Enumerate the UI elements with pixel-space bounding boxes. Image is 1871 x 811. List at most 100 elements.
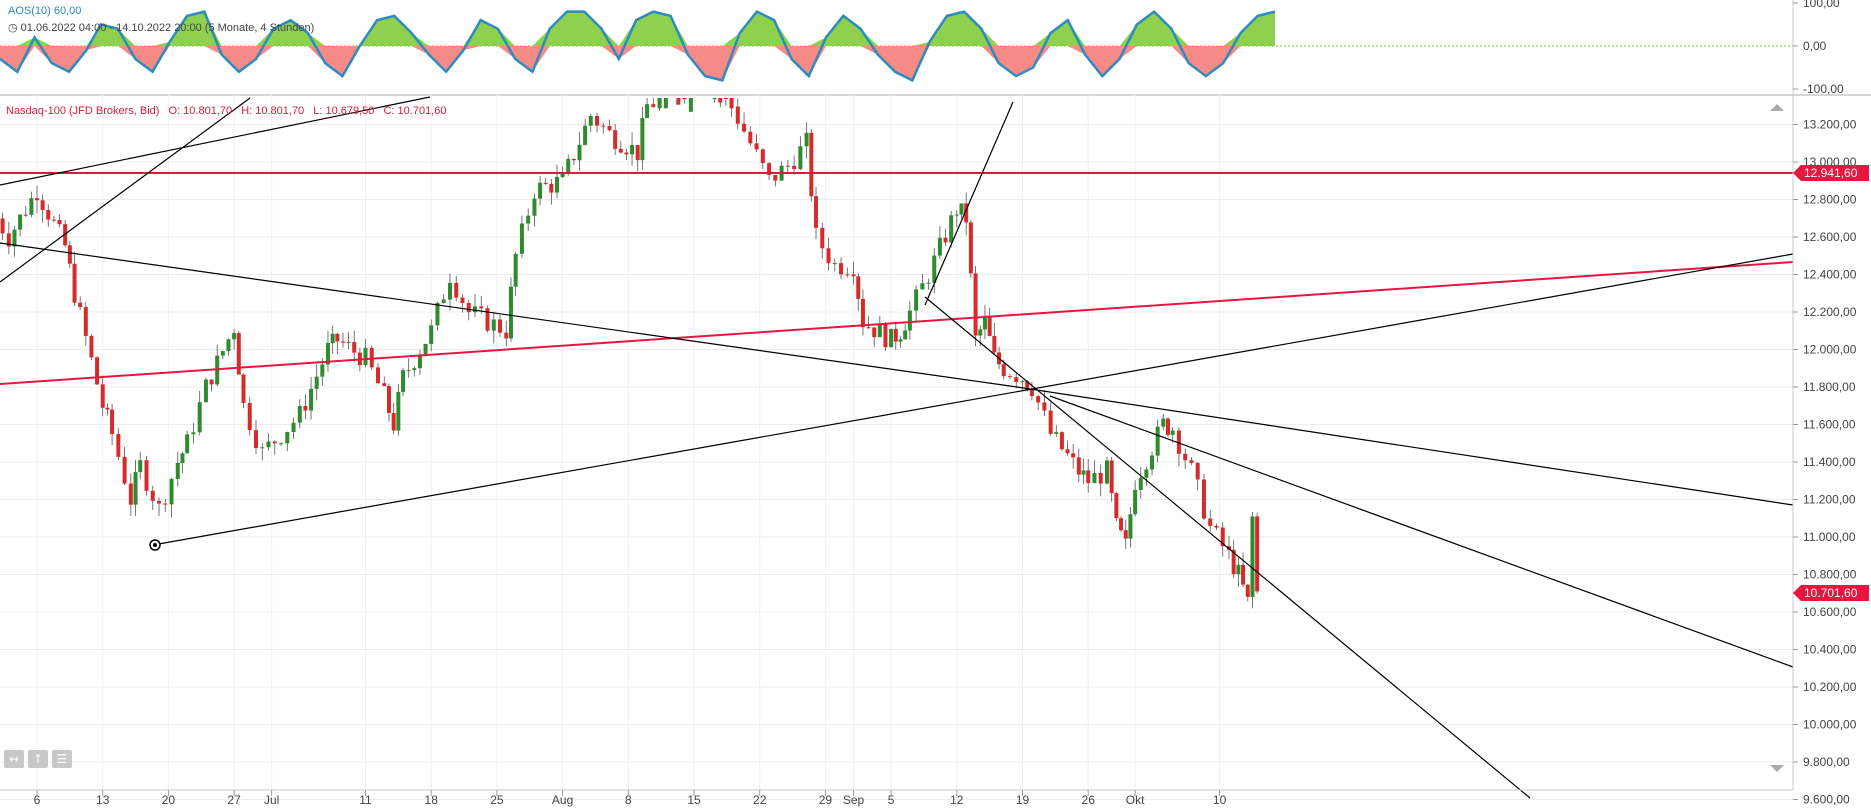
time-tick-label: Aug [552,793,573,807]
candle-down [46,209,51,220]
candle-down [718,98,723,103]
instrument-name: Nasdaq-100 (JFD Brokers, Bid) [6,105,160,117]
scroll-down-icon[interactable] [1770,765,1784,772]
scroll-up-icon[interactable] [1770,104,1784,111]
candle-down [1007,376,1012,378]
candle-up [423,343,428,356]
price-tick-label: 10.200,00 [1803,680,1857,694]
candle-down [40,200,45,210]
candle-down [1255,516,1260,592]
candle-up [133,472,138,505]
descending-trendline-1[interactable] [0,242,1011,387]
price-tick-label: 12.000,00 [1803,343,1857,357]
candle-down [95,357,100,385]
candle-down [613,130,618,149]
candle-down [1029,389,1034,397]
candle-down [247,402,252,431]
candle-down [51,219,56,221]
candle-up [346,341,351,343]
candle-down [1245,584,1250,597]
candle-down [391,412,396,431]
candle-up [441,299,446,303]
candle-up [920,283,925,290]
candle-down [144,460,149,491]
time-axis: 6 13 20 27 Jul 11 18 25 Aug 8 15 22 29 Sep 5 12 19 26 Okt 1… [0,789,1793,807]
candle-down [839,263,844,275]
candle-down [943,237,948,243]
candle-down [498,319,503,333]
steep-down-trendline[interactable] [924,296,1531,799]
candle-down [883,324,888,348]
candle-down [479,306,484,309]
upper-trendline[interactable] [0,96,431,186]
time-tick-label: 6 [34,793,41,807]
ascending-trendline[interactable] [152,253,1794,546]
candle-down [851,274,856,277]
candle-up [1133,489,1138,515]
date-range-note: (5 Monate, 4 Stunden) [204,22,315,34]
candle-down [748,131,753,144]
oscillator-title: AOS(10) 60,00 [8,5,81,17]
candle-up [220,351,225,356]
red-trendline[interactable] [0,261,1794,385]
menu-icon[interactable]: ☰ [52,750,72,768]
candle-up [203,379,208,403]
instrument-header: Nasdaq-100 (JFD Brokers, Bid) O: 10.801,… [6,105,452,117]
candle-down [987,315,992,336]
time-tick-label: 12 [950,793,964,807]
candle-down [1098,472,1103,484]
candle-up [18,214,23,230]
candle-down [866,327,871,329]
candle-up [1054,432,1059,434]
candle-up [435,302,440,326]
candle-down [100,384,105,408]
time-tick-label: 13 [96,793,110,807]
candle-down [163,503,168,505]
candle-up [232,333,237,340]
candle-up [577,144,582,161]
candle-up [320,364,325,377]
candle-up [903,330,908,340]
candle-up [412,368,417,371]
candle-up [260,447,265,449]
candle-down [504,332,509,339]
candle-up [640,118,645,161]
pan-horizontal-icon[interactable]: ↔ [4,750,24,768]
candle-down [1114,493,1119,519]
candle-up [657,98,662,109]
oscillator-positive-area [0,11,1275,47]
candle-up [447,282,452,300]
steep-up-trendline[interactable] [924,101,1014,306]
time-tick-label: 10 [1213,793,1227,807]
candle-down [1048,410,1053,434]
oscillator-series [0,9,1276,83]
time-tick-label: 8 [625,793,632,807]
candle-down [1042,402,1047,411]
pan-up-icon[interactable]: ↑ [28,750,48,768]
candle-up [279,443,284,445]
candle-down [792,165,797,170]
high-value: H: 10.801,70 [241,105,305,117]
channel-trendline[interactable] [1049,395,1794,668]
trendlines[interactable] [0,96,1794,799]
candle-down [1001,364,1006,377]
time-tick-label: 29 [819,793,833,807]
candle-down [67,245,72,264]
candle-up [314,376,319,389]
descending-trendline-1-ext[interactable] [1009,385,1794,506]
price-tick-label: 12.800,00 [1803,193,1857,207]
candle-up [29,198,34,215]
candle-up [982,315,987,330]
candle-down [860,298,865,328]
candle-down [1165,418,1170,435]
candle-down [624,152,629,155]
candle-up [932,255,937,283]
candle-up [804,132,809,147]
candle-down [809,132,814,197]
candle-up [954,214,959,216]
candle-down [1195,462,1200,480]
steep-trendline[interactable] [0,97,251,283]
candle-down [78,302,83,308]
candle-down [1065,449,1070,454]
